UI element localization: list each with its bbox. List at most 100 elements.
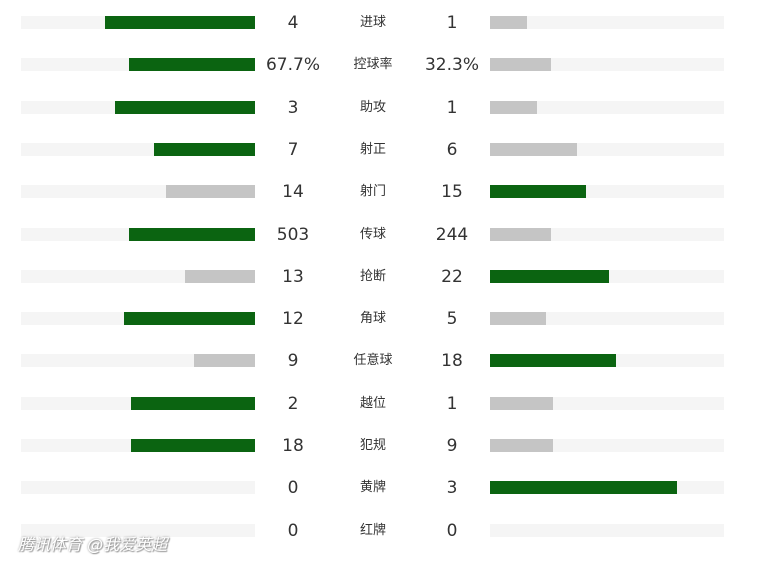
away-bar-fill [490, 227, 551, 241]
away-bar-track [490, 269, 724, 283]
away-value: 3 [446, 478, 458, 499]
home-bar-fill [166, 185, 255, 199]
away-value: 22 [441, 266, 463, 287]
away-bar-track [490, 185, 724, 199]
home-value: 9 [287, 351, 299, 372]
away-bar-track [490, 100, 724, 114]
stat-row: 67.7% 控球率 32.3% [0, 46, 761, 88]
stat-label: 任意球 [353, 353, 393, 369]
stat-row: 13 抢断 22 [0, 258, 761, 300]
away-bar-track [490, 523, 724, 537]
home-value: 2 [287, 393, 299, 414]
watermark: 腾讯体育 @我爱英超 [18, 535, 168, 554]
stat-label: 黄牌 [359, 480, 386, 496]
stat-label: 越位 [359, 395, 386, 411]
home-bar-track [21, 100, 255, 114]
stat-row: 7 射正 6 [0, 131, 761, 173]
stat-row: 503 传球 244 [0, 216, 761, 258]
stat-label: 抢断 [359, 268, 386, 284]
home-bar-track [21, 269, 255, 283]
away-bar-fill [490, 269, 609, 283]
away-bar-track [490, 481, 724, 495]
stat-row: 3 助攻 1 [0, 89, 761, 131]
home-bar-track [21, 439, 255, 452]
home-bar-fill [154, 142, 255, 156]
away-value: 1 [446, 97, 458, 118]
away-value: 32.3% [424, 55, 479, 76]
stat-label: 控球率 [353, 57, 393, 73]
home-value: 13 [282, 266, 304, 287]
away-bar-track [490, 58, 724, 72]
stat-label: 助攻 [359, 99, 386, 115]
home-bar-track [21, 142, 255, 156]
away-value: 18 [441, 351, 463, 372]
stat-row: 18 犯规 9 [0, 427, 761, 469]
away-value: 244 [435, 224, 469, 245]
stat-label: 传球 [359, 226, 386, 242]
stat-label: 射门 [359, 184, 386, 200]
away-value: 1 [446, 393, 458, 414]
away-bar-track [490, 312, 724, 326]
away-bar-fill [490, 58, 551, 72]
home-bar-track [21, 481, 255, 495]
home-value: 7 [287, 139, 299, 160]
home-bar-fill [124, 312, 255, 326]
home-bar-fill [115, 100, 255, 114]
stat-label: 红牌 [359, 522, 386, 538]
away-bar-fill [490, 396, 553, 410]
away-bar-fill [490, 354, 616, 368]
away-bar-fill [490, 100, 537, 114]
away-value: 1 [446, 13, 458, 33]
home-bar-fill [131, 396, 255, 410]
away-value: 9 [446, 436, 458, 456]
stat-label: 角球 [359, 311, 386, 327]
home-bar-fill [131, 439, 255, 452]
stat-row: 2 越位 1 [0, 385, 761, 427]
away-bar-fill [490, 16, 527, 29]
stat-row: 12 角球 5 [0, 300, 761, 342]
stat-label: 进球 [359, 15, 386, 30]
home-value: 3 [287, 97, 299, 118]
home-bar-fill [129, 58, 255, 72]
away-bar-track [490, 439, 724, 452]
home-bar-fill [194, 354, 255, 368]
home-value: 0 [287, 520, 299, 541]
stat-row: 4 进球 1 [0, 4, 761, 46]
home-bar-fill [129, 227, 255, 241]
away-bar-track [490, 354, 724, 368]
home-bar-track [21, 227, 255, 241]
away-bar-fill [490, 185, 586, 199]
home-value: 18 [282, 436, 304, 456]
home-bar-track [21, 312, 255, 326]
away-bar-track [490, 142, 724, 156]
home-value: 67.7% [265, 55, 320, 76]
home-bar-track [21, 58, 255, 72]
stat-row: 0 红牌 0 [0, 512, 761, 554]
home-value: 14 [282, 182, 304, 203]
away-value: 6 [446, 139, 458, 160]
stat-row: 9 任意球 18 [0, 342, 761, 384]
home-value: 4 [287, 13, 299, 33]
stat-label: 犯规 [359, 438, 386, 453]
away-bar-track [490, 396, 724, 410]
away-bar-fill [490, 312, 546, 326]
away-bar-fill [490, 481, 677, 495]
away-value: 15 [441, 182, 463, 203]
stat-row: 0 黄牌 3 [0, 469, 761, 511]
home-bar-track [21, 354, 255, 368]
home-value: 0 [287, 478, 299, 499]
home-value: 503 [276, 224, 310, 245]
away-bar-track [490, 16, 724, 29]
home-bar-track [21, 185, 255, 199]
stat-row: 14 射门 15 [0, 173, 761, 215]
away-bar-track [490, 227, 724, 241]
home-bar-track [21, 396, 255, 410]
home-bar-fill [185, 269, 255, 283]
away-value: 0 [446, 520, 458, 541]
home-bar-fill [105, 16, 255, 29]
away-bar-fill [490, 439, 553, 452]
home-bar-track [21, 16, 255, 29]
home-bar-track [21, 523, 255, 537]
home-value: 12 [282, 309, 304, 330]
stat-label: 射正 [359, 141, 386, 157]
